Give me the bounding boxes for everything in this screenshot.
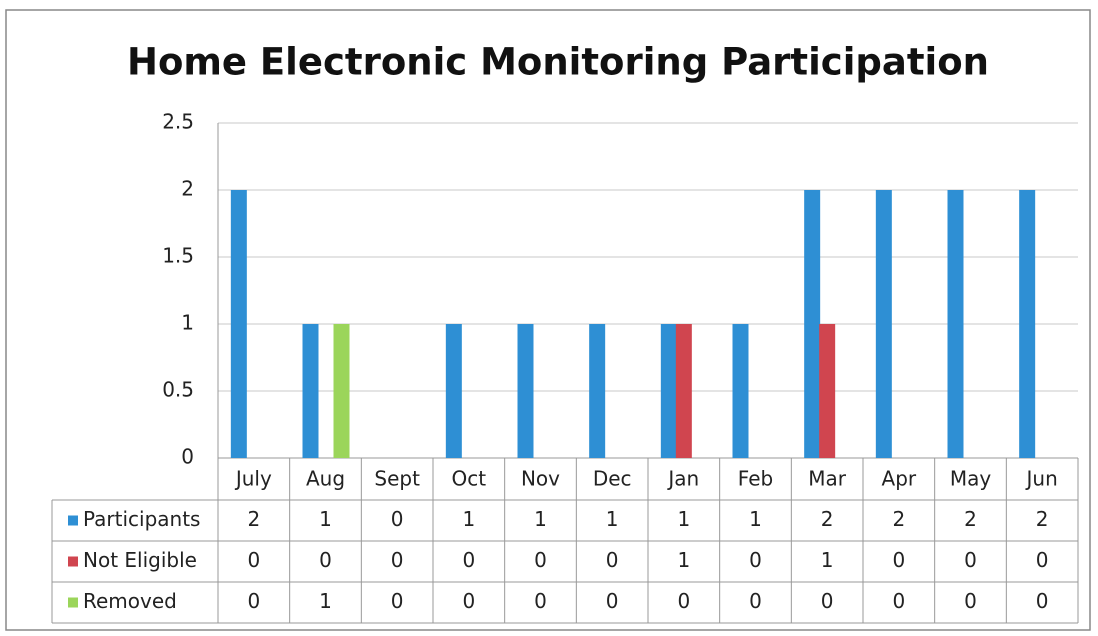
legend-swatch	[68, 597, 78, 608]
table-cell: 1	[319, 589, 332, 613]
y-tick-label: 2.5	[162, 110, 194, 134]
bar	[445, 324, 462, 458]
table-cell: 2	[247, 507, 260, 531]
bar	[732, 324, 749, 458]
bar	[819, 324, 836, 458]
table-cell: 0	[319, 548, 332, 572]
legend-swatch	[68, 556, 78, 567]
table-cell: 0	[749, 548, 762, 572]
table-cell: 0	[1036, 589, 1049, 613]
y-tick-label: 1	[181, 311, 194, 335]
x-tick-label: Nov	[521, 467, 560, 491]
table-cell: 0	[247, 548, 260, 572]
table-cell: 0	[462, 548, 475, 572]
table-cell: 0	[892, 589, 905, 613]
table-cell: 0	[606, 548, 619, 572]
x-tick-label: Mar	[808, 467, 847, 491]
x-tick-label: Dec	[593, 467, 632, 491]
table-cell: 0	[534, 589, 547, 613]
x-tick-label: July	[234, 467, 272, 491]
table-cell: 0	[391, 548, 404, 572]
legend-label: Not Eligible	[83, 548, 197, 572]
y-tick-label: 0.5	[162, 378, 194, 402]
table-cell: 0	[964, 589, 977, 613]
legend-label: Participants	[83, 507, 200, 531]
table-cell: 0	[892, 548, 905, 572]
bar	[675, 324, 692, 458]
chart-title: Home Electronic Monitoring Participation	[127, 41, 989, 84]
x-tick-label: Oct	[452, 467, 487, 491]
bar	[875, 190, 892, 458]
table-cell: 2	[892, 507, 905, 531]
bar	[804, 190, 821, 458]
x-tick-label: Jan	[666, 467, 699, 491]
y-tick-label: 0	[181, 445, 194, 469]
y-tick-label: 2	[181, 177, 194, 201]
table-cell: 0	[677, 589, 690, 613]
x-tick-label: Aug	[306, 467, 345, 491]
table-cell: 1	[677, 507, 690, 531]
table-cell: 2	[964, 507, 977, 531]
bar	[589, 324, 606, 458]
table-cell: 0	[391, 507, 404, 531]
bar	[947, 190, 964, 458]
bar	[660, 324, 677, 458]
y-tick-label: 1.5	[162, 244, 194, 268]
legend-swatch	[68, 515, 78, 526]
x-tick-label: Jun	[1025, 467, 1058, 491]
table-cell: 0	[462, 589, 475, 613]
table-cell: 2	[1036, 507, 1049, 531]
legend-label: Removed	[83, 589, 177, 613]
bar	[333, 324, 350, 458]
table-cell: 1	[821, 548, 834, 572]
table-cell: 0	[1036, 548, 1049, 572]
table-cell: 0	[391, 589, 404, 613]
bar	[230, 190, 247, 458]
bar	[302, 324, 319, 458]
table-cell: 1	[462, 507, 475, 531]
table-cell: 1	[677, 548, 690, 572]
table-cell: 1	[319, 507, 332, 531]
bar	[517, 324, 534, 458]
table-cell: 2	[821, 507, 834, 531]
chart-border	[5, 9, 1091, 631]
table-cell: 1	[534, 507, 547, 531]
table-cell: 0	[964, 548, 977, 572]
table-cell: 0	[749, 589, 762, 613]
table-cell: 0	[247, 589, 260, 613]
table-cell: 1	[749, 507, 762, 531]
x-tick-label: May	[950, 467, 992, 491]
table-cell: 0	[606, 589, 619, 613]
table-cell: 0	[821, 589, 834, 613]
x-tick-label: Feb	[738, 467, 773, 491]
table-cell: 1	[606, 507, 619, 531]
table-cell: 0	[534, 548, 547, 572]
x-tick-label: Sept	[374, 467, 420, 491]
bar	[1019, 190, 1036, 458]
x-tick-label: Apr	[882, 467, 917, 491]
